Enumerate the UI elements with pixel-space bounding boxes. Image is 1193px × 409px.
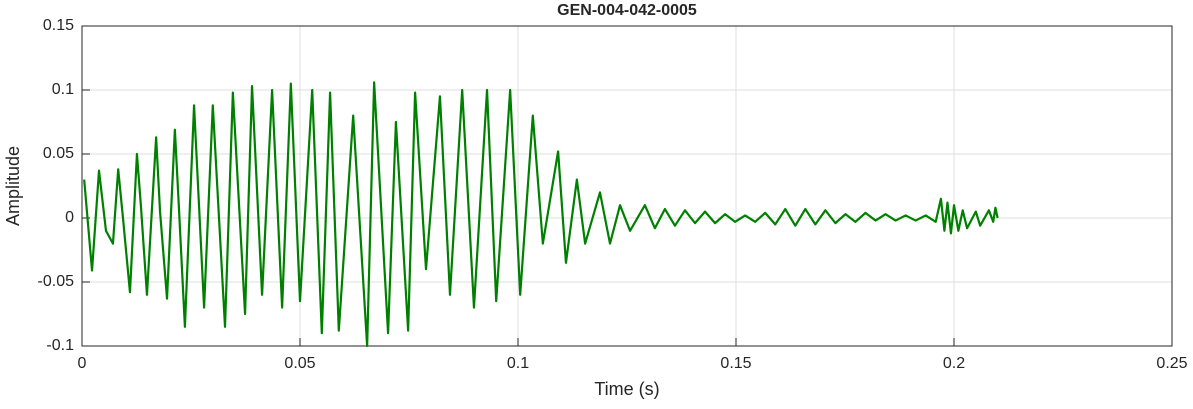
y-tick-label: 0.15 xyxy=(43,17,74,34)
x-tick-label: 0.2 xyxy=(943,355,965,372)
y-tick-label: 0.1 xyxy=(52,81,74,98)
x-tick-label: 0.15 xyxy=(720,355,751,372)
x-tick-label: 0.1 xyxy=(507,355,529,372)
plot-frame xyxy=(81,25,1173,347)
x-tick-label: 0.05 xyxy=(284,355,315,372)
y-tick-label: 0 xyxy=(65,209,74,226)
y-axis-label: Amplitude xyxy=(3,146,23,226)
x-tick-label: 0.25 xyxy=(1156,355,1187,372)
y-tick-label: -0.05 xyxy=(38,273,75,290)
x-tick-label: 0 xyxy=(78,355,87,372)
x-axis-label: Time (s) xyxy=(594,379,659,399)
data-line xyxy=(83,81,999,348)
y-tick-label: -0.1 xyxy=(46,337,74,354)
y-tick-label: 0.05 xyxy=(43,145,74,162)
chart-title: GEN-004-042-0005 xyxy=(557,2,697,19)
